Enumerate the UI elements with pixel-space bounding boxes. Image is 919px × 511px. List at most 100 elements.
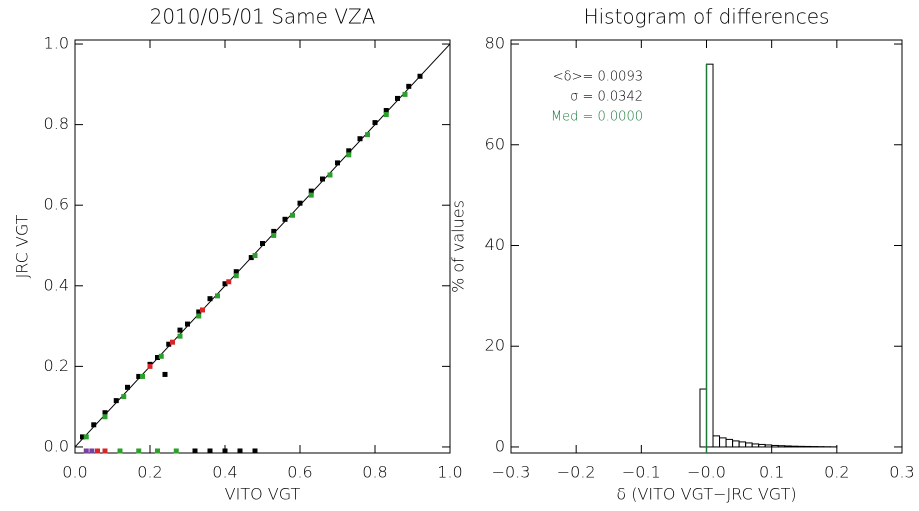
x-axis-label: VITO VGT [225, 485, 301, 504]
point [226, 279, 232, 285]
point [320, 176, 325, 182]
point [207, 448, 213, 454]
point [222, 281, 228, 287]
histogram-bar [719, 437, 727, 448]
x-tick-label: 0.4 [212, 463, 237, 482]
point [102, 410, 108, 416]
histogram-bar [797, 445, 805, 448]
point [177, 333, 183, 339]
histogram-bar [771, 444, 779, 448]
point [383, 112, 389, 118]
x-tick-label: −0.2 [557, 463, 596, 482]
y-tick-label: 0 [495, 436, 505, 455]
x-tick-label: 0.8 [362, 463, 387, 482]
point [113, 398, 119, 404]
point [222, 448, 228, 454]
histogram-bar [758, 443, 766, 448]
point [271, 232, 277, 238]
histogram-bar [732, 440, 740, 448]
point [260, 240, 265, 246]
y-tick-label: 60 [485, 134, 505, 153]
point [346, 152, 352, 158]
x-tick-label: 0.1 [759, 463, 784, 482]
x-tick-label: 1.0 [437, 463, 462, 482]
point [365, 132, 370, 138]
histogram-bar [745, 442, 753, 448]
point [402, 91, 408, 97]
chart-title: Histogram of differences [584, 5, 830, 29]
point [290, 212, 295, 218]
histogram-bar [777, 445, 786, 448]
point [207, 296, 213, 302]
point [83, 434, 89, 440]
x-tick-label: −0.0 [687, 463, 726, 482]
point [89, 448, 95, 454]
histogram-bar [738, 441, 747, 448]
point [80, 434, 85, 440]
point [192, 448, 198, 454]
y-tick-label: 0.6 [44, 195, 69, 214]
y-tick-label: 0.0 [44, 436, 69, 455]
point [102, 414, 108, 420]
point [200, 307, 205, 313]
point [136, 448, 142, 454]
histogram-bar [725, 438, 734, 448]
point [170, 339, 175, 345]
point [271, 228, 277, 234]
point [91, 422, 97, 428]
point [346, 148, 352, 154]
point [155, 355, 160, 361]
point [233, 269, 239, 275]
y-tick-label: 0.8 [44, 114, 69, 133]
histogram-bar [803, 445, 812, 448]
point [95, 448, 100, 454]
chart-title: 2010/05/01 Same VZA [150, 5, 376, 29]
point [357, 136, 363, 142]
point [147, 363, 153, 369]
plot-frame [74, 39, 451, 454]
point [155, 448, 160, 454]
y-tick-label: 1.0 [44, 34, 69, 53]
point [136, 373, 142, 379]
point [196, 313, 202, 319]
point [185, 321, 190, 327]
histogram-bar [712, 435, 721, 448]
point [177, 327, 183, 333]
y-axis-label: JRC VGT [13, 214, 32, 278]
point [335, 160, 340, 166]
x-tick-label: −0.3 [492, 463, 531, 482]
point [233, 273, 239, 279]
histogram-bar [699, 388, 708, 448]
y-tick-label: 20 [485, 336, 505, 355]
point [117, 448, 123, 454]
point [406, 83, 412, 89]
point [372, 120, 378, 126]
x-tick-label: −0.1 [622, 463, 661, 482]
point [140, 373, 145, 379]
point [173, 448, 179, 454]
point [417, 73, 423, 79]
point [166, 341, 172, 347]
x-tick-label: 0.2 [824, 463, 849, 482]
point [282, 216, 288, 222]
point [248, 255, 254, 261]
point [297, 200, 303, 206]
y-axis-label: % of values [449, 200, 468, 293]
point [252, 253, 258, 259]
point [327, 172, 333, 178]
y-tick-label: 0.4 [44, 275, 69, 294]
point [121, 394, 127, 400]
histogram-bar [790, 445, 799, 448]
point [196, 309, 202, 315]
point [162, 371, 168, 377]
point [395, 95, 400, 101]
point [308, 188, 314, 194]
point [102, 448, 108, 454]
y-tick-label: 0.2 [44, 356, 69, 375]
point [308, 192, 314, 198]
point [83, 448, 89, 454]
x-tick-label: 0.0 [62, 463, 87, 482]
point [158, 353, 164, 359]
y-tick-label: 80 [485, 34, 505, 53]
